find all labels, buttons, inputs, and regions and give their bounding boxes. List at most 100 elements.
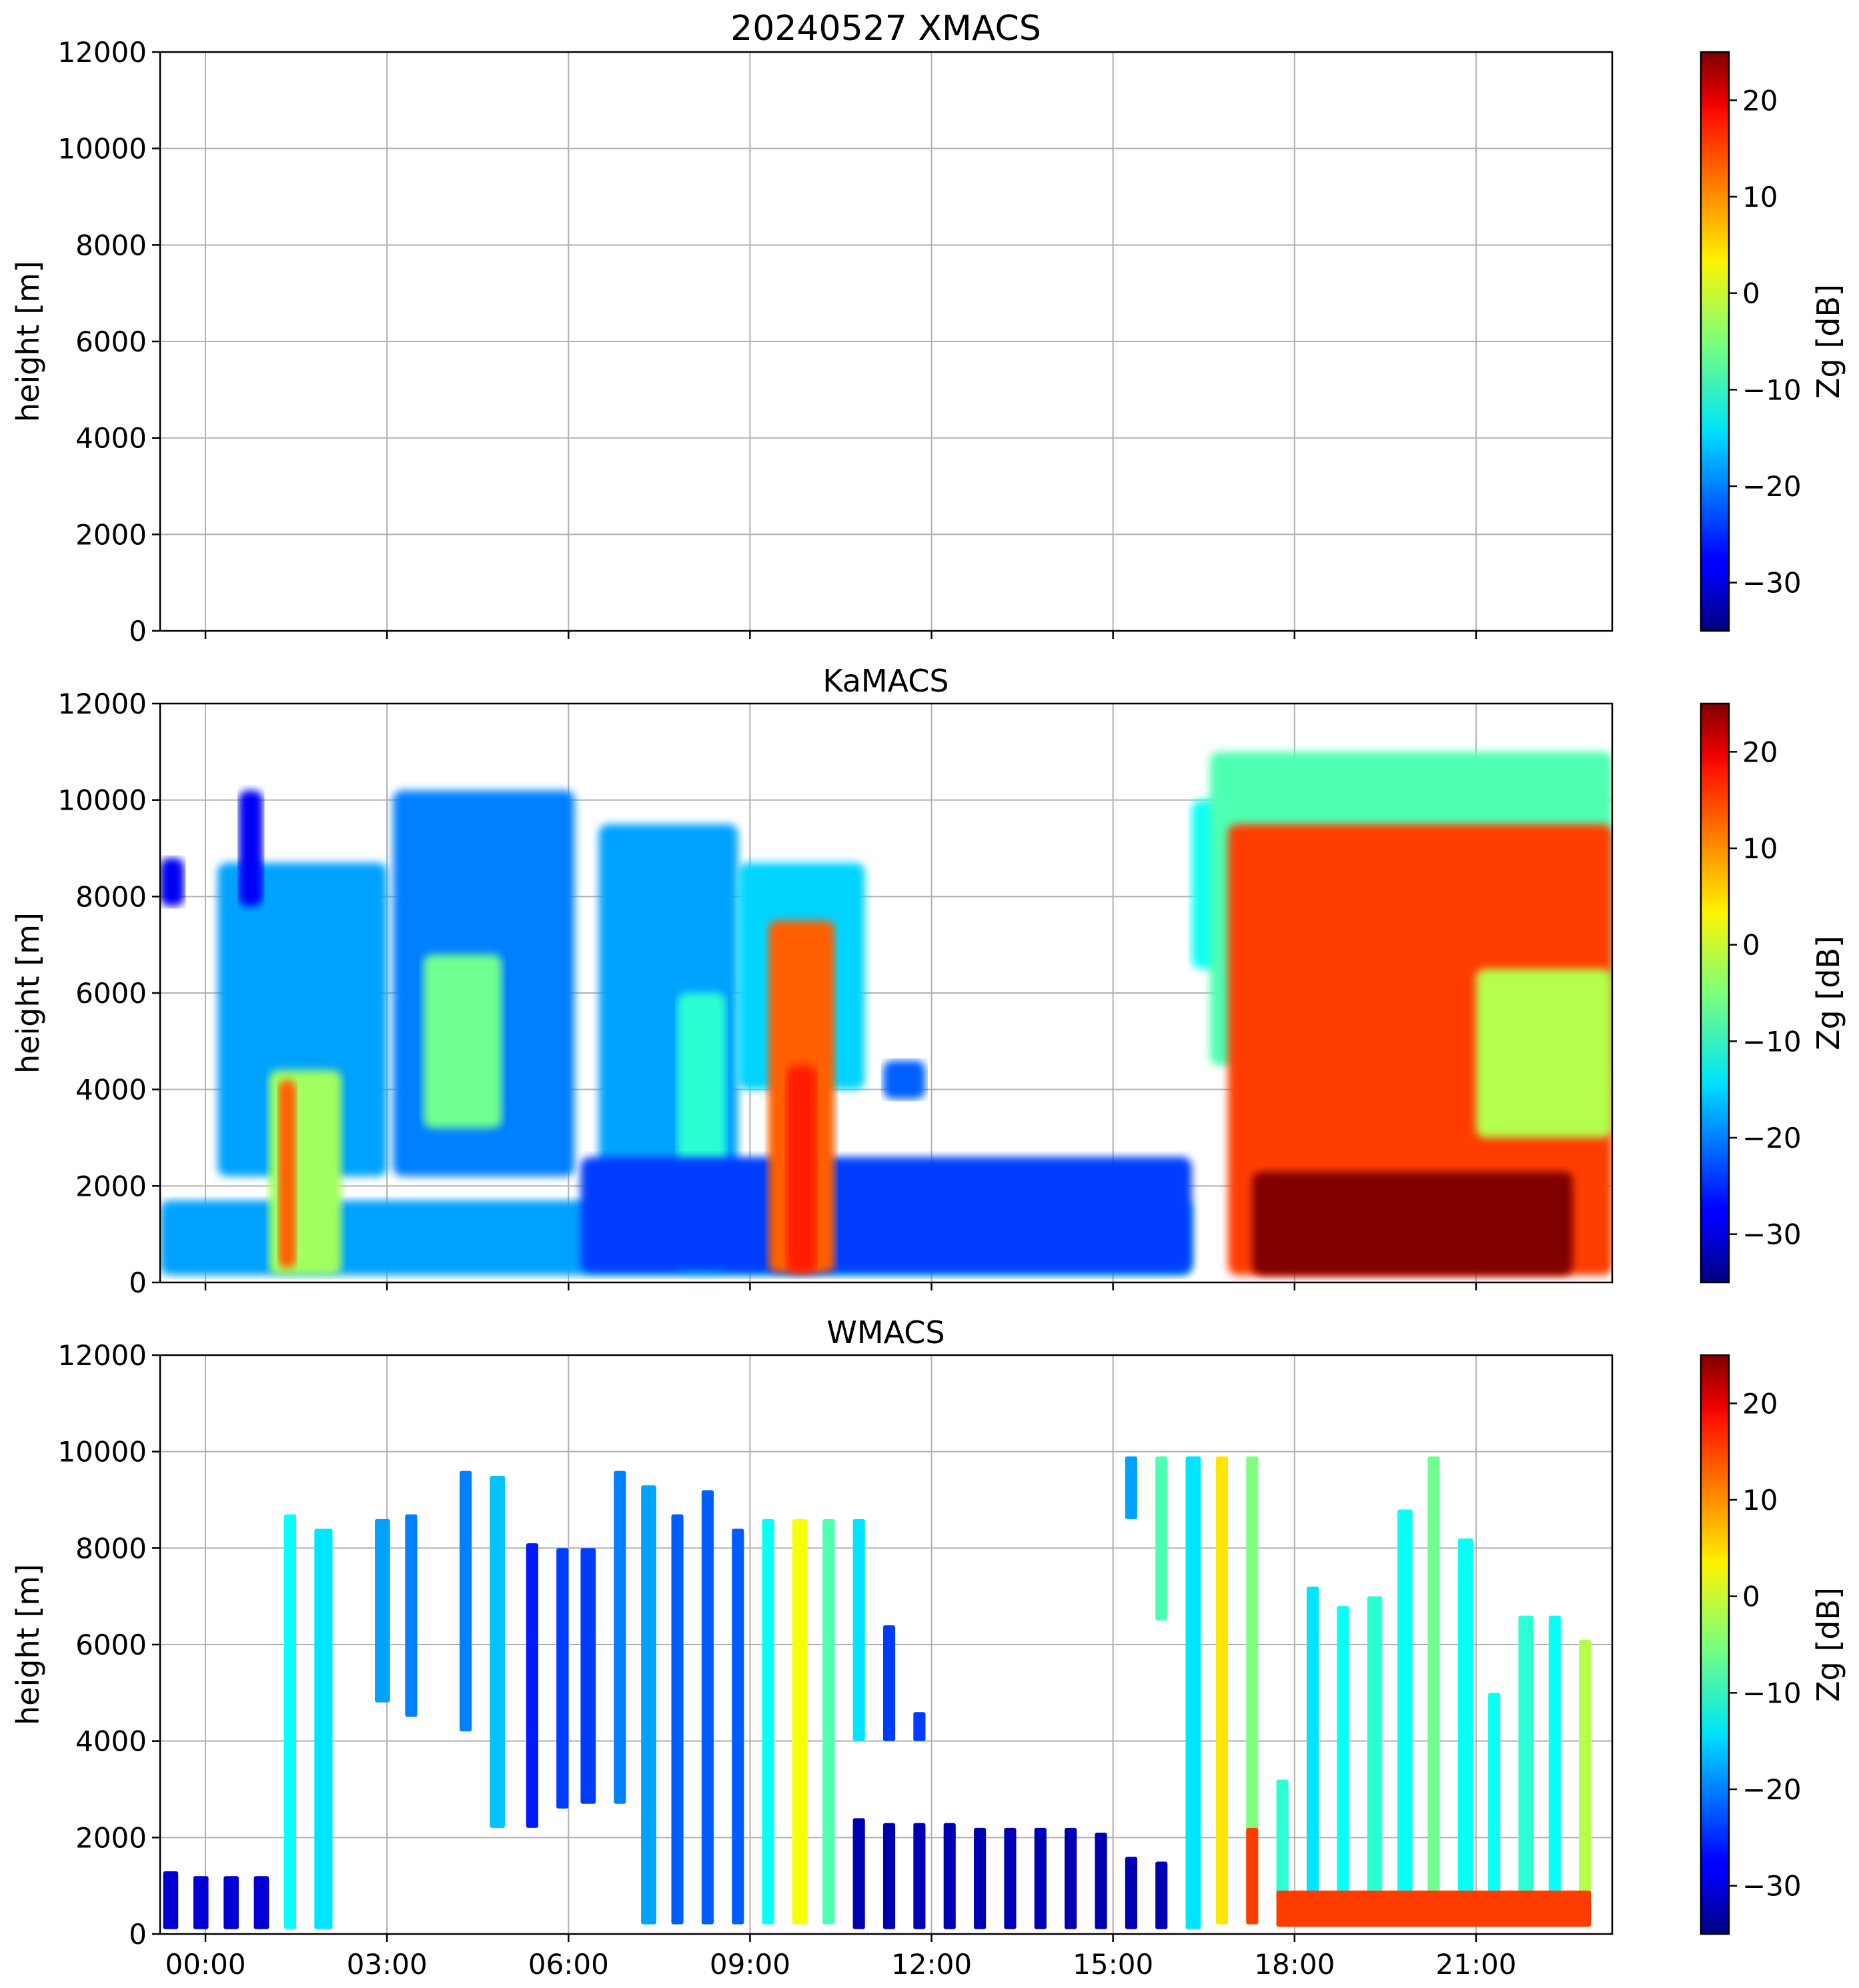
echo-region-14	[882, 1060, 926, 1100]
y-tick-label: 10000	[57, 784, 147, 817]
x-axis-ticks	[204, 631, 1477, 639]
echo-region-17	[1228, 824, 1612, 1276]
echo-region-2	[217, 862, 388, 1176]
echo-region-20	[822, 1519, 835, 1925]
colorbar-tick-label: −10	[1742, 373, 1802, 406]
panel-kamacs: 0 2000 4000 6000 8000 10000 12000 KaMACS heigh…	[10, 663, 1846, 1299]
colorbar-gradient	[1701, 704, 1729, 1282]
y-tick-label: 4000	[75, 1074, 147, 1106]
y-tick-label: 12000	[57, 1339, 147, 1372]
echo-region-48	[1488, 1693, 1501, 1925]
colorbar-tick-label: −20	[1742, 1122, 1802, 1154]
echo-region-39	[1246, 1456, 1259, 1925]
y-tick-label: 12000	[57, 688, 147, 720]
x-axis-ticks	[204, 1282, 1477, 1290]
panel-xmacs: 0 2000 4000 6000 8000 10000 12000 20240527 XMA…	[10, 9, 1846, 648]
echo-region-35	[1125, 1456, 1137, 1519]
echo-region-9	[490, 1475, 506, 1828]
grid-lines	[160, 51, 1612, 632]
echo-region-14	[641, 1485, 656, 1925]
x-axis-ticks: 00:00 03:00 06:00 09:00 12:00 15:00 18:00 21:00	[165, 1934, 1516, 1981]
x-tick-label: 09:00	[710, 1948, 790, 1981]
echo-region-15	[671, 1514, 684, 1925]
y-tick-label: 6000	[75, 325, 147, 358]
colorbar-frame	[1700, 1354, 1730, 1935]
y-tick-label: 8000	[75, 880, 147, 913]
colorbar: −30 −20 −10 0 10 20 Zg [dB]	[1700, 51, 1846, 632]
echo-region-10	[526, 1543, 538, 1828]
echo-region-19	[1252, 1171, 1574, 1276]
echo-region-16	[701, 1490, 714, 1925]
y-tick-label: 10000	[57, 1436, 147, 1468]
echo-region-7	[423, 954, 502, 1128]
echo-region-21	[852, 1519, 865, 1741]
echo-region-2	[223, 1876, 239, 1929]
echo-region-43	[1337, 1606, 1349, 1925]
echo-region-4	[283, 1514, 297, 1929]
echo-region-27	[943, 1823, 956, 1929]
echo-region-12	[580, 1548, 596, 1804]
echo-region-13	[614, 1470, 626, 1804]
colorbar-label: Zg [dB]	[1810, 284, 1846, 399]
echo-region-38	[1215, 1456, 1229, 1925]
y-tick-label: 0	[129, 615, 147, 648]
colorbar-tick-label: 10	[1742, 181, 1778, 213]
x-tick-label: 18:00	[1254, 1948, 1335, 1981]
colorbar-tick-label: −20	[1742, 470, 1802, 503]
echo-region-23	[913, 1712, 926, 1741]
echo-region-41	[1276, 1779, 1289, 1925]
colorbar-tick-label: 20	[1742, 736, 1778, 768]
y-tick-label: 4000	[75, 422, 147, 455]
colorbar: −30 −20 −10 0 10 20 Zg [dB]	[1700, 702, 1846, 1284]
y-tick-label: 2000	[75, 1170, 147, 1202]
echo-region-18	[762, 1519, 774, 1925]
echo-region-46	[1427, 1456, 1440, 1925]
echo-region-5	[314, 1529, 333, 1929]
y-tick-label: 2000	[75, 518, 147, 551]
y-tick-label: 6000	[75, 977, 147, 1010]
y-tick-label: 0	[129, 1266, 147, 1299]
y-tick-label: 0	[129, 1918, 147, 1951]
colorbar-tick-label: 0	[1742, 929, 1760, 962]
colorbar-frame	[1700, 702, 1730, 1284]
y-axis: 0 2000 4000 6000 8000 10000 12000	[57, 688, 160, 1299]
colorbar-tick-label: −30	[1742, 1218, 1802, 1251]
echo-region-3	[238, 790, 263, 906]
echo-region-25	[882, 1823, 896, 1929]
colorbar-tick-label: 0	[1742, 277, 1760, 310]
echo-region-34	[1155, 1861, 1168, 1929]
echo-region-1	[193, 1876, 209, 1929]
echo-region-29	[1004, 1827, 1017, 1929]
y-axis-label: height [m]	[10, 261, 46, 422]
echo-region-31	[1065, 1827, 1077, 1929]
echo-region-42	[1306, 1587, 1319, 1925]
y-axis: 0 2000 4000 6000 8000 10000 12000	[57, 36, 160, 648]
echo-region-8	[460, 1470, 472, 1732]
echo-region-44	[1367, 1596, 1383, 1925]
colorbar-gradient	[1701, 1355, 1729, 1934]
colorbar-tick-label: −30	[1742, 1870, 1802, 1903]
echo-region-10	[580, 1156, 1192, 1273]
colorbar-frame	[1700, 51, 1730, 632]
echo-region-26	[913, 1823, 926, 1929]
echo-region-47	[1457, 1538, 1473, 1925]
echo-region-45	[1397, 1509, 1413, 1925]
colorbar-label: Zg [dB]	[1810, 1587, 1846, 1702]
colorbar-gradient	[1701, 52, 1729, 631]
echo-region-32	[1095, 1833, 1107, 1929]
colorbar-label: Zg [dB]	[1810, 936, 1846, 1050]
y-tick-label: 8000	[75, 229, 147, 261]
echo-region-51	[1579, 1639, 1592, 1925]
y-axis-label: height [m]	[10, 912, 46, 1074]
x-tick-label: 21:00	[1435, 1948, 1516, 1981]
x-tick-label: 15:00	[1073, 1948, 1153, 1981]
data-layer	[163, 1456, 1592, 1929]
echo-region-0	[163, 1871, 179, 1929]
panel-title: WMACS	[826, 1314, 945, 1350]
echo-region-13	[786, 1065, 817, 1273]
echo-region-30	[1034, 1827, 1047, 1929]
colorbar-tick-label: −10	[1742, 1677, 1802, 1709]
echo-region-19	[792, 1519, 808, 1925]
echo-region-1	[160, 858, 185, 906]
